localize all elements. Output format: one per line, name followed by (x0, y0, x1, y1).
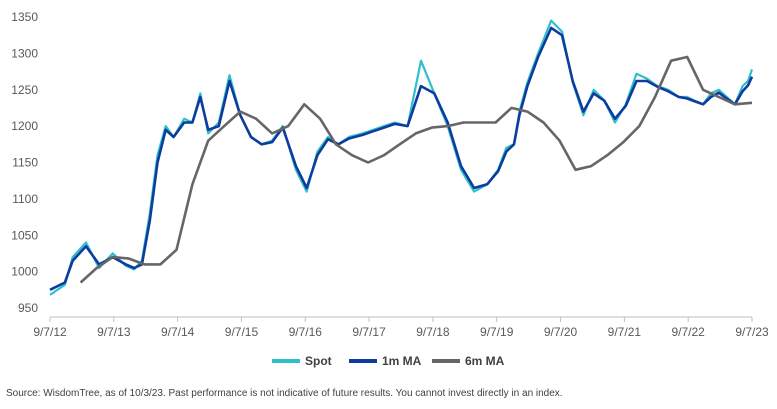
legend: Spot 1m MA 6m MA (272, 354, 505, 368)
x-tick-label: 9/7/22 (671, 325, 705, 339)
y-tick-label: 1350 (11, 10, 38, 24)
y-tick-label: 1050 (11, 228, 38, 242)
y-axis: 950 1000 1050 1100 1150 1200 1250 1300 1350 (11, 10, 38, 315)
y-tick-label: 1100 (12, 192, 38, 206)
y-tick-label: 950 (18, 301, 38, 315)
x-axis: 9/7/12 9/7/13 9/7/14 9/7/15 9/7/16 9/7/17 9/7/… (33, 316, 769, 339)
y-tick-label: 1250 (11, 83, 38, 97)
x-tick-label: 9/7/18 (416, 325, 450, 339)
plot-area (49, 19, 754, 296)
x-tick-label: 9/7/15 (225, 325, 259, 339)
legend-label: Spot (305, 354, 332, 368)
x-tick-label: 9/7/16 (289, 325, 323, 339)
x-tick-label: 9/7/17 (352, 325, 386, 339)
y-tick-label: 1150 (12, 156, 38, 170)
y-tick-label: 1300 (11, 46, 38, 60)
series-line-spot (49, 19, 754, 296)
x-tick-label: 9/7/23 (735, 325, 769, 339)
series-line-6m-ma (79, 55, 753, 284)
x-tick-label: 9/7/19 (480, 325, 514, 339)
x-tick-label: 9/7/13 (97, 325, 131, 339)
y-tick-label: 1000 (11, 265, 38, 279)
x-tick-label: 9/7/14 (161, 325, 195, 339)
source-note: Source: WisdomTree, as of 10/3/23. Past … (6, 388, 563, 399)
x-tick-label: 9/7/20 (544, 325, 578, 339)
series-line-1m-ma (49, 26, 754, 291)
x-tick-label: 9/7/12 (33, 325, 67, 339)
legend-label: 1m MA (382, 354, 422, 368)
y-tick-label: 1200 (11, 119, 38, 133)
chart: 950 1000 1050 1100 1150 1200 1250 1300 1350 9/7/… (11, 10, 769, 368)
legend-label: 6m MA (465, 354, 505, 368)
x-tick-label: 9/7/21 (608, 325, 642, 339)
